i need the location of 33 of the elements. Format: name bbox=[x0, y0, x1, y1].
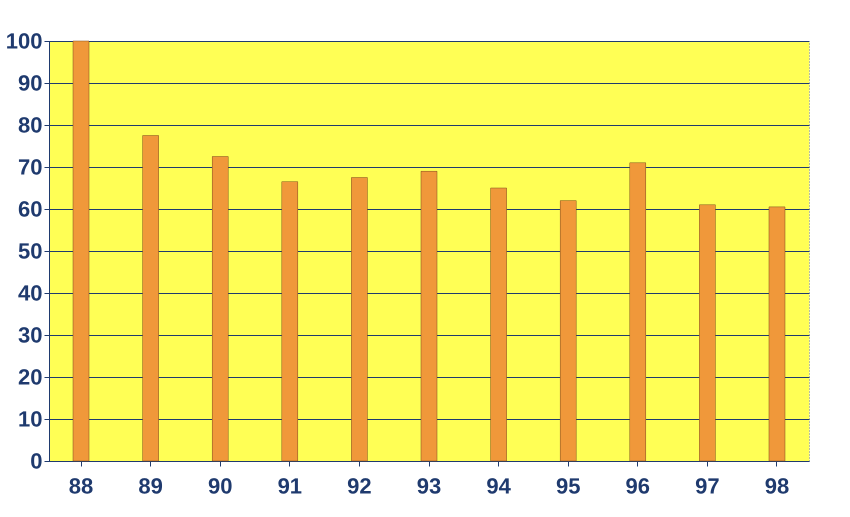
bar bbox=[630, 162, 646, 462]
x-tick-label: 90 bbox=[208, 474, 232, 498]
y-tick-label: 70 bbox=[18, 154, 42, 180]
bar bbox=[212, 156, 228, 462]
bar bbox=[560, 200, 576, 462]
bar bbox=[699, 204, 716, 462]
x-tick-label: 97 bbox=[695, 474, 720, 498]
y-tick-label: 20 bbox=[18, 364, 42, 390]
y-tick-label: 90 bbox=[18, 70, 42, 96]
y-tick-label: 80 bbox=[18, 112, 42, 138]
y-tick-label: 30 bbox=[18, 322, 42, 348]
bar bbox=[490, 188, 507, 462]
y-tick-label: 60 bbox=[18, 196, 42, 222]
x-tick-label: 92 bbox=[347, 474, 372, 498]
y-tick-label: 0 bbox=[30, 448, 42, 474]
x-tick-label: 93 bbox=[416, 474, 442, 498]
x-tick-label: 89 bbox=[138, 474, 163, 498]
bar bbox=[72, 40, 90, 462]
y-tick-label: 40 bbox=[18, 280, 42, 306]
bar bbox=[351, 177, 368, 462]
bar bbox=[142, 135, 159, 462]
x-tick-label: 98 bbox=[764, 474, 790, 498]
bar bbox=[420, 170, 438, 462]
bar bbox=[282, 181, 298, 462]
x-tick-label: 91 bbox=[278, 474, 302, 498]
x-tick-label: 96 bbox=[626, 474, 650, 498]
y-tick-label: 50 bbox=[18, 238, 42, 264]
x-tick-label: 95 bbox=[556, 474, 580, 498]
x-tick-label: 88 bbox=[68, 474, 94, 498]
y-tick-label: 100 bbox=[6, 28, 42, 54]
y-tick-label: 10 bbox=[18, 406, 42, 432]
bar bbox=[768, 206, 786, 462]
x-tick-label: 94 bbox=[486, 474, 512, 498]
